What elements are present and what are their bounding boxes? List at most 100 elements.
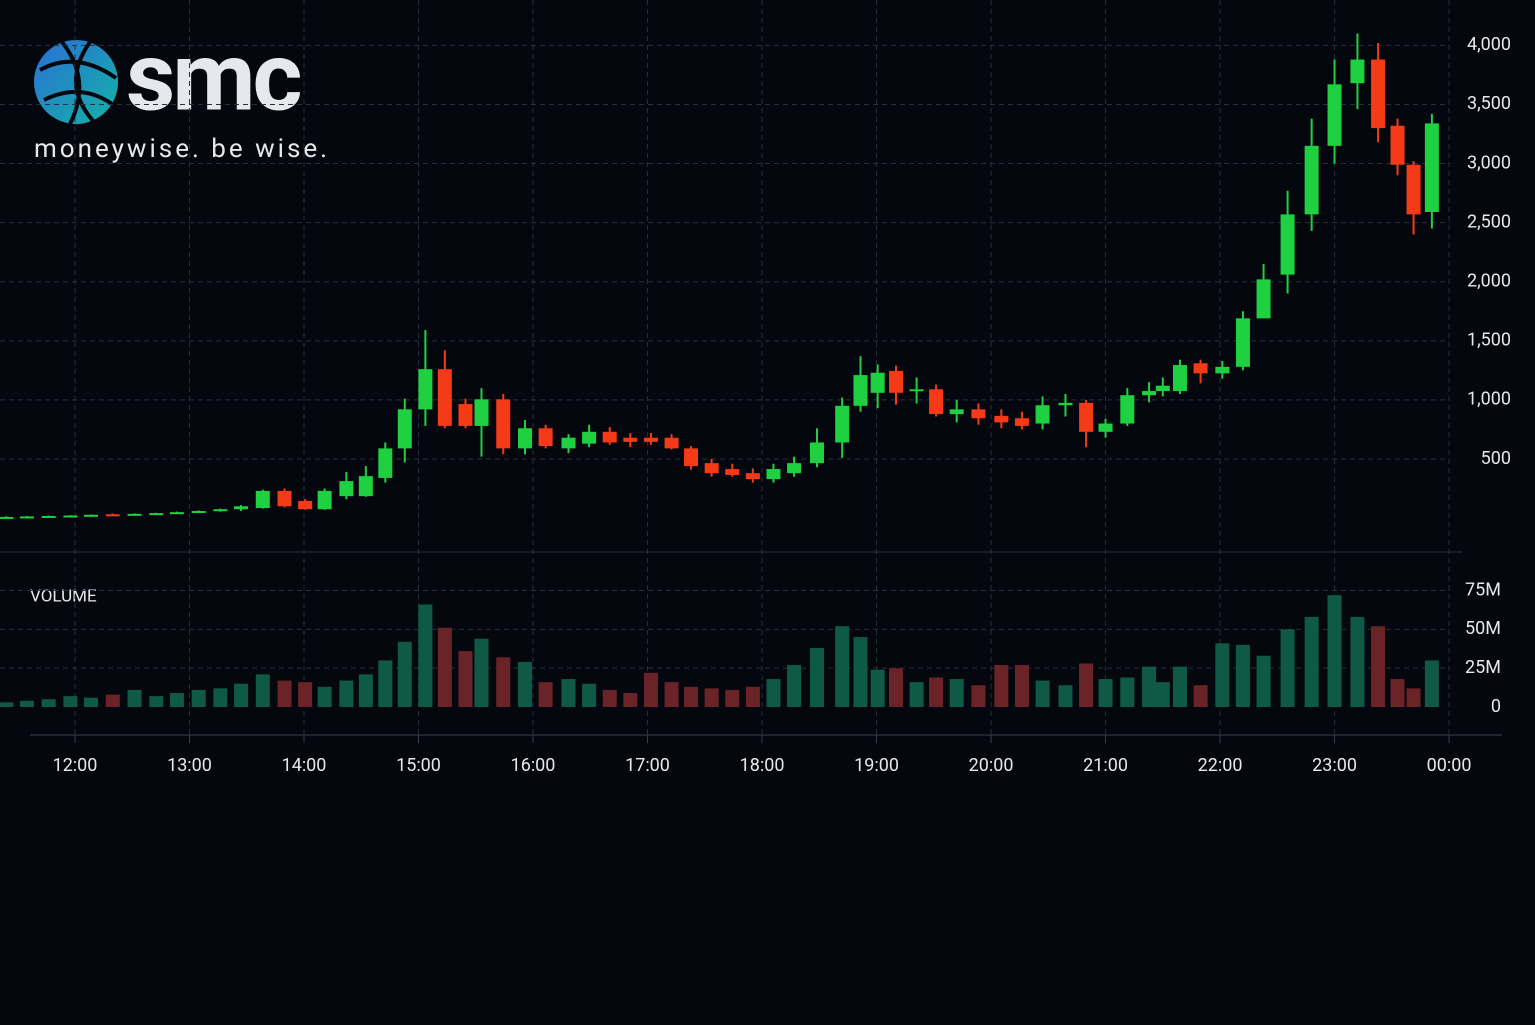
candle-body: [19, 516, 34, 519]
y-tick-label: 3,000: [1467, 152, 1511, 173]
volume-bar: [1155, 682, 1170, 707]
candle-body: [835, 405, 850, 443]
y-tick-label: 500: [1481, 448, 1511, 469]
candle-body: [704, 463, 719, 474]
candle-body: [191, 511, 206, 513]
x-tick-label: 13:00: [167, 755, 212, 776]
candle-body: [745, 473, 760, 480]
volume-bar: [787, 665, 802, 707]
volume-bar: [561, 679, 576, 707]
x-tick-label: 21:00: [1083, 755, 1128, 776]
volume-bar: [191, 689, 206, 707]
candle-body: [84, 514, 99, 517]
volume-bar: [745, 686, 760, 707]
candle-body: [339, 481, 354, 497]
y-tick-label: 2,500: [1467, 211, 1511, 232]
candle-body: [234, 506, 249, 510]
candle-body: [643, 437, 658, 442]
volume-bar: [1235, 644, 1250, 707]
candle-body: [358, 476, 373, 497]
volume-bar: [929, 677, 944, 707]
candle-body: [949, 409, 964, 415]
volume-bar: [1035, 680, 1050, 707]
volume-bar: [149, 696, 164, 707]
volume-bar: [213, 688, 228, 707]
candle-body: [1371, 59, 1386, 129]
candle-body: [496, 399, 511, 449]
volume-bar: [835, 626, 850, 707]
y-tick-label: 1,500: [1467, 330, 1511, 351]
candle-body: [1193, 363, 1208, 374]
volume-bar: [358, 674, 373, 707]
candle-body: [1350, 59, 1365, 84]
volume-bar: [971, 685, 986, 707]
volume-bar: [255, 674, 270, 707]
volume-bar: [1193, 685, 1208, 707]
candle-body: [277, 490, 292, 507]
volume-bar: [1371, 626, 1386, 707]
candle-body: [1390, 125, 1405, 165]
volume-bar: [684, 686, 699, 707]
volume-bar: [1256, 655, 1271, 707]
candle-body: [518, 428, 533, 449]
candle-body: [1014, 418, 1029, 426]
volume-bar: [623, 693, 638, 707]
volume-bar: [19, 700, 34, 707]
volume-bar: [994, 665, 1009, 707]
candle-body: [888, 370, 903, 393]
volume-bar: [1390, 679, 1405, 707]
candle-body: [684, 448, 699, 467]
candle-body: [582, 431, 597, 444]
candle-body: [664, 437, 679, 449]
candle-body: [397, 409, 412, 449]
candle-body: [1304, 145, 1319, 215]
candle-body: [1235, 318, 1250, 367]
candle-body: [929, 389, 944, 415]
candle-body: [766, 469, 781, 480]
volume-bar: [1079, 663, 1094, 707]
candle-body: [63, 515, 78, 518]
candle-body: [1327, 84, 1342, 146]
volume-bar: [127, 689, 142, 707]
volume-bar: [602, 689, 617, 707]
volume-bar: [298, 682, 313, 707]
candle-body: [1424, 123, 1439, 212]
candle-body: [0, 516, 14, 519]
candle-body: [1172, 365, 1187, 392]
volume-tick-label: 75M: [1465, 579, 1501, 600]
volume-tick-label: 50M: [1465, 618, 1501, 639]
candle-body: [1035, 405, 1050, 424]
volume-bar: [1215, 643, 1230, 707]
logo-globe-lines: [39, 40, 118, 125]
x-tick-label: 23:00: [1312, 755, 1357, 776]
volume-bar: [339, 680, 354, 707]
candle-body: [458, 404, 473, 426]
volume-bar: [538, 682, 553, 707]
x-tick-label: 19:00: [854, 755, 899, 776]
candle-body: [418, 369, 433, 410]
candle-body: [127, 513, 142, 516]
x-tick-label: 00:00: [1427, 755, 1472, 776]
volume-bar: [518, 661, 533, 707]
volume-bar: [1058, 685, 1073, 707]
x-tick-label: 20:00: [969, 755, 1014, 776]
candle-body: [1079, 402, 1094, 432]
volume-bar: [474, 638, 489, 707]
volume-bar: [1014, 665, 1029, 707]
volume-bar: [1424, 660, 1439, 707]
volume-bar: [809, 647, 824, 707]
candle-body: [169, 512, 184, 515]
candle-body: [538, 428, 553, 446]
x-tick-label: 17:00: [625, 755, 670, 776]
candle-body: [298, 500, 313, 510]
volume-bar: [853, 637, 868, 707]
logo-name: smc: [126, 21, 300, 133]
x-tick-label: 14:00: [282, 755, 327, 776]
candle-body: [725, 469, 740, 475]
volume-bar: [1327, 595, 1342, 707]
volume-bar: [63, 696, 78, 707]
candle-body: [1280, 214, 1295, 275]
volume-bar: [909, 682, 924, 707]
volume-bar: [643, 672, 658, 707]
